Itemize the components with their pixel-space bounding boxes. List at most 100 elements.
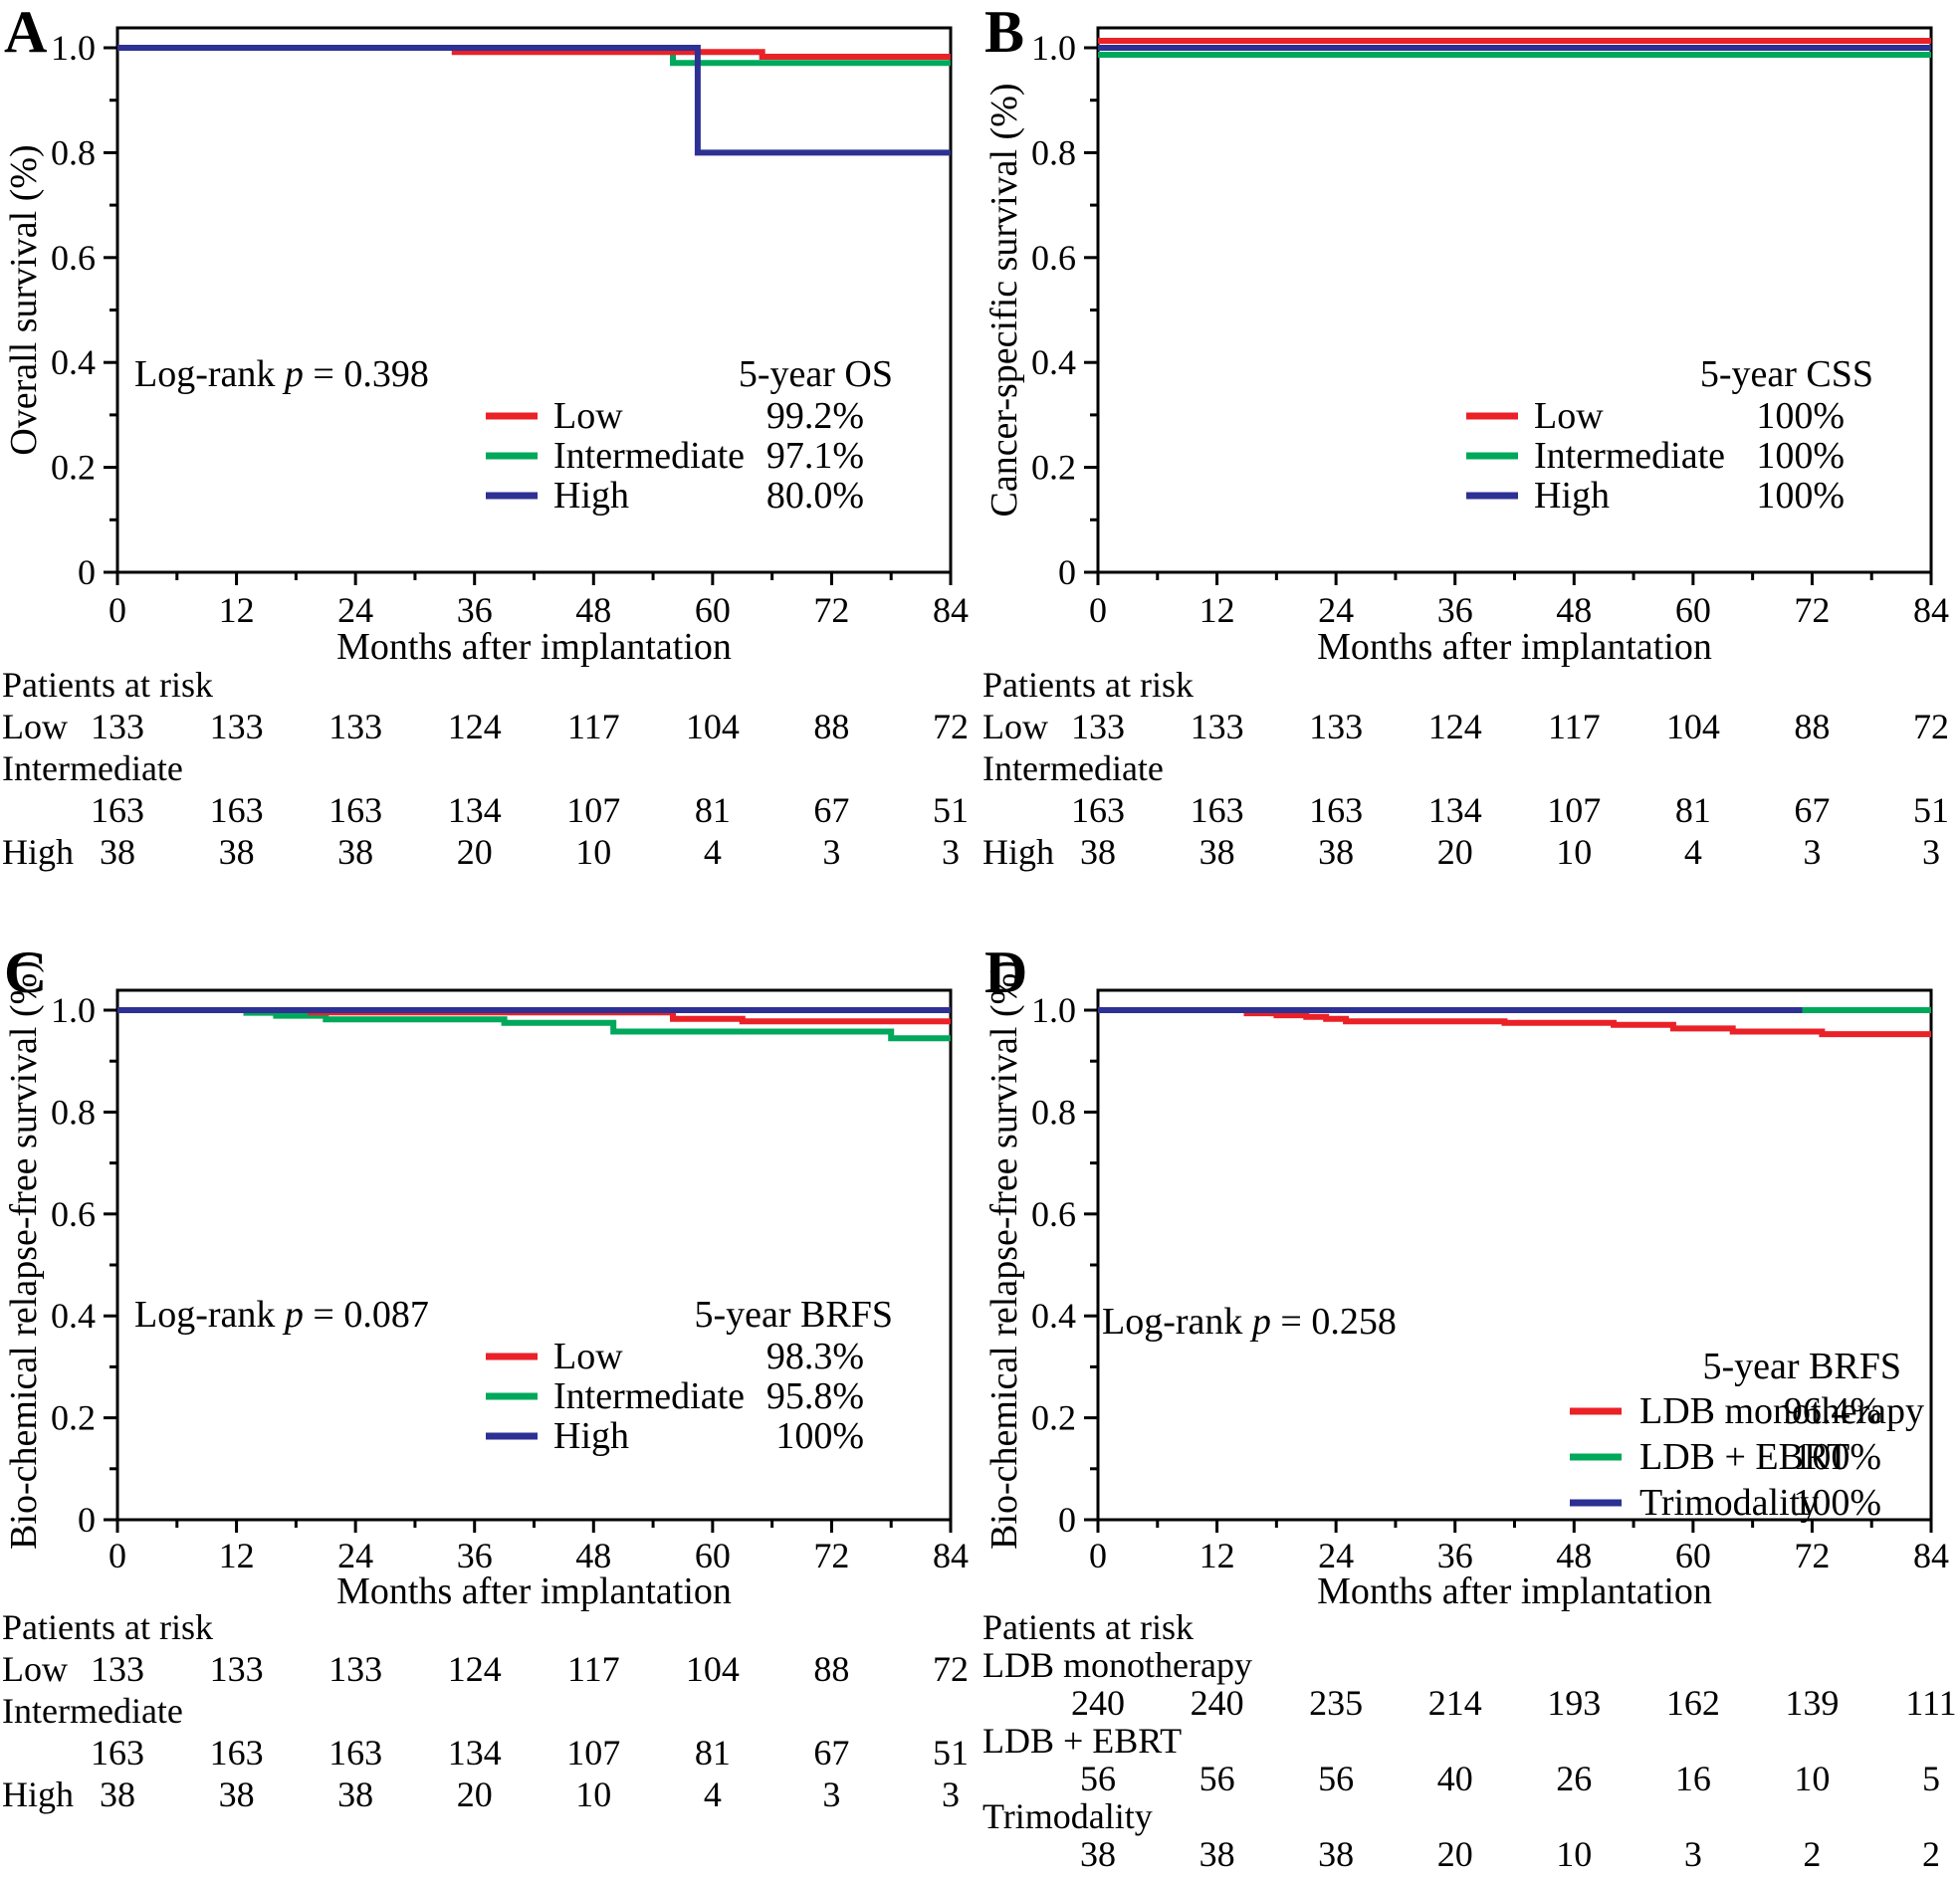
risk-value: 134 (1428, 790, 1482, 830)
legend-label: High (1534, 475, 1610, 517)
legend-label: Trimodality (1639, 1482, 1819, 1524)
panel-a-y-tick-label: 0.2 (51, 448, 96, 488)
risk-value: 20 (457, 1775, 493, 1814)
risk-row-label: Low (982, 707, 1048, 746)
risk-value: 124 (448, 1649, 502, 1689)
risk-value: 56 (1318, 1759, 1354, 1798)
risk-row-label: Intermediate (982, 748, 1164, 788)
risk-value: 51 (933, 790, 969, 830)
panel-d-curve-ldb-monotherapy (1098, 1007, 1931, 1038)
risk-row-label: LDB monotherapy (982, 1645, 1252, 1685)
risk-value: 117 (1548, 707, 1601, 746)
panel-c-y-tick-label: 0.4 (51, 1296, 96, 1336)
risk-value: 107 (566, 790, 620, 830)
panel-d-x-tick-label: 0 (1089, 1536, 1107, 1575)
panel-a-x-tick-label: 24 (337, 590, 373, 630)
risk-value: 163 (1191, 790, 1244, 830)
panel-b-x-tick-label: 60 (1675, 590, 1711, 630)
panel-d-x-tick-label: 48 (1556, 1536, 1592, 1575)
risk-value: 67 (813, 790, 849, 830)
panel-a-logrank-annotation: Log-rank p = 0.398 (134, 353, 429, 395)
panel-d-y-tick-label: 0.8 (1031, 1092, 1076, 1132)
risk-value: 124 (448, 707, 502, 746)
panel-c-label: C (4, 940, 47, 1005)
panel-a-x-tick-label: 36 (457, 590, 493, 630)
risk-value: 133 (210, 707, 264, 746)
risk-value: 163 (1071, 790, 1125, 830)
panel-d-y-tick-label: 1.0 (1031, 990, 1076, 1030)
risk-value: 3 (1684, 1834, 1702, 1874)
legend-value: 98.3% (766, 1336, 864, 1377)
risk-value: 20 (1437, 1834, 1473, 1874)
panel-b-x-axis-title: Months after implantation (1317, 626, 1712, 668)
risk-value: 133 (91, 1649, 144, 1689)
risk-value: 104 (686, 1649, 740, 1689)
panel-a-y-tick-label: 0.4 (51, 342, 96, 382)
legend-value: 100% (1756, 395, 1845, 437)
legend-label: Low (1534, 395, 1604, 437)
risk-value: 163 (1309, 790, 1363, 830)
risk-value: 124 (1428, 707, 1482, 746)
risk-value: 40 (1437, 1759, 1473, 1798)
risk-value: 104 (686, 707, 740, 746)
panel-b-x-tick-label: 48 (1556, 590, 1592, 630)
panel-a-y-axis-title: Overall survival (%) (3, 144, 45, 455)
panel-a-x-tick-label: 60 (695, 590, 731, 630)
risk-value: 51 (933, 1733, 969, 1773)
panel-a-y-tick-label: 0 (78, 552, 96, 592)
panel-b-x-tick-label: 12 (1199, 590, 1235, 630)
panel-b-y-tick-label: 0.6 (1031, 238, 1076, 278)
risk-value: 81 (695, 790, 731, 830)
risk-value: 163 (328, 790, 382, 830)
risk-value: 133 (328, 1649, 382, 1689)
panel-c-y-tick-label: 0.6 (51, 1194, 96, 1234)
panel-b-x-tick-label: 84 (1913, 590, 1949, 630)
panel-b-legend-header: 5-year CSS (1700, 353, 1873, 395)
risk-value: 38 (100, 1775, 135, 1814)
panel-a-x-tick-label: 72 (813, 590, 849, 630)
risk-value: 38 (1199, 832, 1235, 872)
risk-value: 38 (219, 832, 255, 872)
panel-d-y-tick-label: 0.2 (1031, 1398, 1076, 1438)
risk-value: 133 (1191, 707, 1244, 746)
legend-label: Low (553, 1336, 623, 1377)
legend-value: 100% (1793, 1482, 1881, 1524)
risk-value: 4 (704, 1775, 722, 1814)
risk-value: 10 (1556, 832, 1592, 872)
risk-row-label: Low (2, 707, 68, 746)
panel-c-x-tick-label: 36 (457, 1536, 493, 1575)
risk-value: 163 (91, 790, 144, 830)
panel-c-x-tick-label: 48 (575, 1536, 611, 1575)
risk-value: 3 (1803, 832, 1821, 872)
panel-a-x-axis-title: Months after implantation (336, 626, 732, 668)
risk-value: 133 (328, 707, 382, 746)
risk-value: 3 (822, 832, 840, 872)
panel-d-x-tick-label: 24 (1318, 1536, 1354, 1575)
risk-value: 134 (448, 790, 502, 830)
risk-value: 193 (1547, 1683, 1601, 1723)
legend-label: LDB monotherapy (1639, 1390, 1924, 1432)
panel-d-x-tick-label: 12 (1199, 1536, 1235, 1575)
panel-a-legend-header: 5-year OS (739, 353, 893, 395)
risk-value: 56 (1199, 1759, 1235, 1798)
risk-row-label: High (2, 1775, 74, 1814)
panel-b-y-tick-label: 0.2 (1031, 448, 1076, 488)
risk-value: 56 (1080, 1759, 1116, 1798)
risk-value: 38 (219, 1775, 255, 1814)
panel-a-x-tick-label: 12 (219, 590, 255, 630)
panel-a-x-tick-label: 0 (109, 590, 126, 630)
risk-row-label: Low (2, 1649, 68, 1689)
panel-c-y-axis-title: Bio-chemical relapse-free survival (%) (3, 960, 45, 1550)
risk-value: 67 (1794, 790, 1830, 830)
risk-value: 51 (1913, 790, 1949, 830)
risk-value: 10 (1556, 1834, 1592, 1874)
risk-value: 72 (933, 1649, 969, 1689)
panel-c-y-tick-label: 1.0 (51, 990, 96, 1030)
risk-value: 38 (1080, 832, 1116, 872)
risk-value: 38 (1080, 1834, 1116, 1874)
panel-c-x-tick-label: 12 (219, 1536, 255, 1575)
panel-c-x-tick-label: 24 (337, 1536, 373, 1575)
legend-label: Intermediate (553, 1375, 745, 1417)
risk-value: 38 (100, 832, 135, 872)
